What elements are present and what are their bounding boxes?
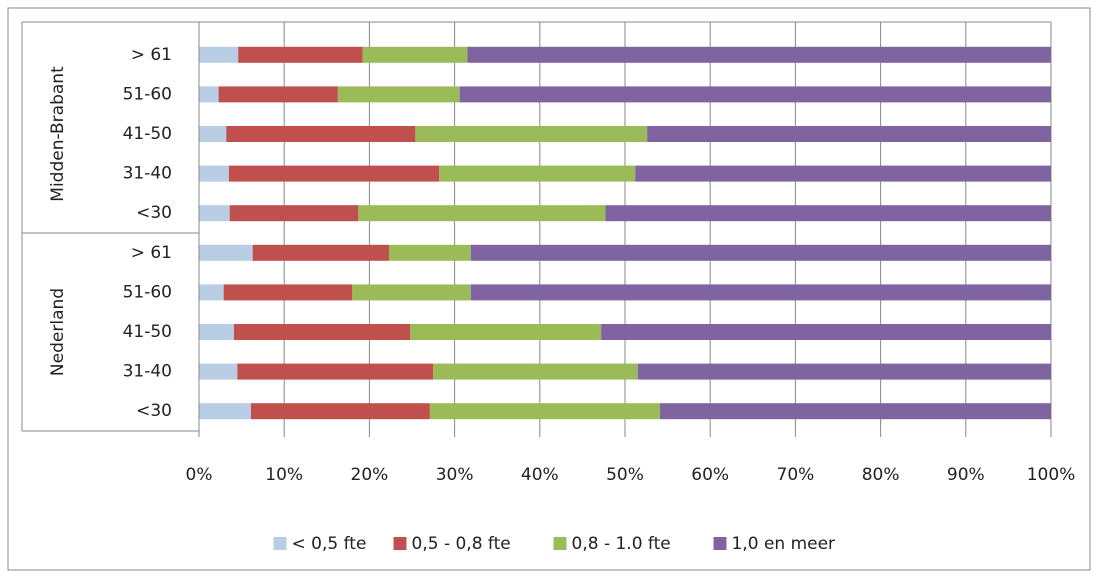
bar-segment	[415, 126, 648, 142]
y-tick-label: > 61	[131, 45, 172, 65]
legend-label: 0,5 - 0,8 fte	[412, 534, 511, 554]
bar-segment	[199, 46, 239, 63]
legend-swatch	[273, 537, 287, 550]
bar-segment	[199, 403, 251, 420]
bar-segment	[199, 86, 219, 103]
legend-swatch	[393, 537, 407, 550]
legend-label: 0,8 - 1.0 fte	[572, 534, 671, 554]
bar-segment	[433, 363, 638, 380]
bar-segment	[337, 86, 460, 103]
y-tick-label: <30	[136, 401, 172, 421]
bar-segment	[459, 86, 1051, 103]
x-tick-label: 80%	[862, 465, 900, 485]
group-label: Midden-Brabant	[48, 66, 68, 202]
bar-segment	[470, 284, 1052, 301]
y-tick-label: 41-50	[123, 124, 172, 144]
y-tick-label: > 61	[131, 243, 172, 263]
x-tick-label: 100%	[1027, 465, 1076, 485]
bar-segment	[228, 165, 440, 182]
x-tick-label: 10%	[265, 465, 303, 485]
bar-segment	[352, 284, 471, 301]
legend-label: < 0,5 fte	[292, 534, 367, 554]
bar-segment	[637, 363, 1051, 380]
bar-segment	[388, 244, 471, 261]
bar-segment	[467, 46, 1051, 63]
bar-segment	[237, 363, 434, 380]
y-tick-label: 31-40	[123, 164, 172, 184]
bar-segment	[226, 126, 416, 142]
x-tick-label: 70%	[777, 465, 815, 485]
bar-segment	[601, 324, 1051, 340]
bar-segment	[223, 284, 353, 301]
bar-segment	[199, 205, 230, 222]
x-tick-label: 20%	[351, 465, 389, 485]
bar-segment	[199, 165, 229, 182]
bar-segment	[199, 284, 224, 301]
bar-segment	[199, 126, 227, 142]
legend-label: 1,0 en meer	[732, 534, 836, 554]
bar-segment	[659, 403, 1051, 420]
bar-segment	[439, 165, 636, 182]
bar-segment	[229, 205, 359, 222]
x-tick-label: 50%	[606, 465, 644, 485]
y-tick-label: 51-60	[123, 84, 172, 104]
bar-segment	[238, 46, 363, 63]
bar-segment	[250, 403, 430, 420]
y-tick-label: 41-50	[123, 322, 172, 342]
bar-segment	[252, 244, 389, 261]
bar-segment	[605, 205, 1051, 222]
bar-segment	[635, 165, 1051, 182]
bar-segment	[429, 403, 660, 420]
bar-segment	[199, 324, 234, 340]
bar-segment	[233, 324, 411, 340]
y-tick-label: 31-40	[123, 362, 172, 382]
bar-segment	[199, 363, 238, 380]
x-tick-label: 40%	[521, 465, 559, 485]
bar-segment	[362, 46, 468, 63]
group-label: Nederland	[48, 288, 68, 376]
bar-segment	[410, 324, 602, 340]
y-tick-label: <30	[136, 203, 172, 223]
y-tick-label: 51-60	[123, 282, 172, 302]
bar-segment	[470, 244, 1052, 261]
bar-segment	[358, 205, 606, 222]
bar-segment	[218, 86, 338, 103]
bar-segment	[199, 244, 253, 261]
legend-swatch	[713, 537, 727, 550]
bar-segment	[647, 126, 1051, 142]
x-tick-label: 0%	[186, 465, 213, 485]
legend-swatch	[553, 537, 567, 550]
x-tick-label: 90%	[947, 465, 985, 485]
x-tick-label: 30%	[436, 465, 474, 485]
x-tick-label: 60%	[691, 465, 729, 485]
